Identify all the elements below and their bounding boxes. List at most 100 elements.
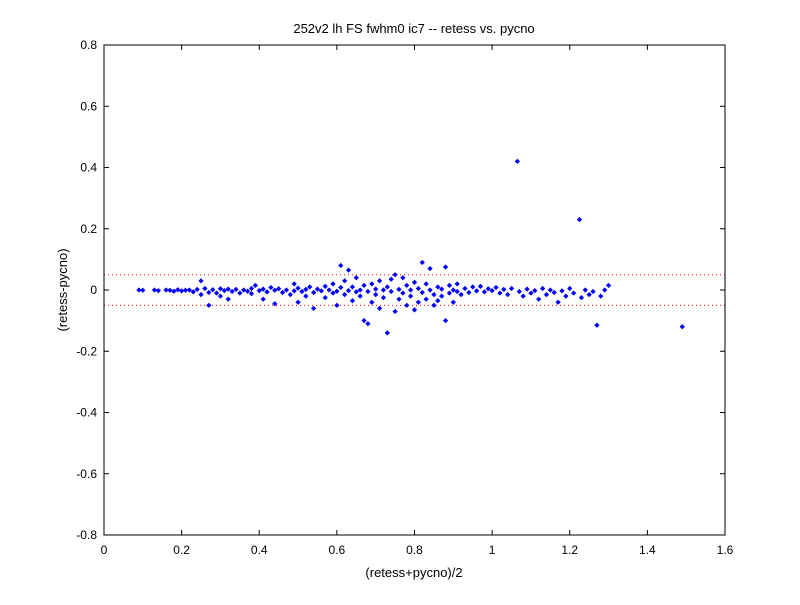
data-point xyxy=(326,287,332,293)
x-tick-label: 1.2 xyxy=(561,543,578,557)
data-point xyxy=(342,291,348,298)
data-point xyxy=(225,296,231,302)
x-tick-label: 1.4 xyxy=(639,543,656,557)
data-point xyxy=(493,284,499,291)
data-point xyxy=(563,293,569,299)
data-point xyxy=(571,290,577,296)
data-point xyxy=(497,290,503,296)
data-point xyxy=(415,299,422,305)
y-tick-label: -0.8 xyxy=(76,528,97,542)
y-axis-ticks: -0.8 -0.6 -0.4 -0.2 0 0.2 0.4 0.6 0.8 xyxy=(76,38,725,542)
chart-title: 252v2 lh FS fwhm0 ic7 -- retess vs. pycn… xyxy=(293,21,534,36)
x-tick-label: 1 xyxy=(489,543,496,557)
data-point xyxy=(210,287,216,293)
data-point xyxy=(190,289,196,295)
data-point xyxy=(605,282,612,289)
x-tick-label: 0.2 xyxy=(173,543,190,557)
data-point xyxy=(466,289,472,296)
data-point xyxy=(244,288,251,294)
data-point xyxy=(514,158,520,164)
x-tick-label: 1.6 xyxy=(717,543,734,557)
data-point xyxy=(543,291,550,298)
data-point xyxy=(400,290,406,296)
data-point xyxy=(295,285,301,291)
data-point xyxy=(334,288,340,294)
data-point xyxy=(206,289,212,296)
data-point xyxy=(345,267,352,273)
data-point xyxy=(155,287,161,294)
data-point xyxy=(442,264,449,270)
data-point xyxy=(338,284,344,291)
data-point xyxy=(567,285,573,292)
x-tick-label: 0.6 xyxy=(329,543,346,557)
data-point xyxy=(175,287,181,293)
data-point xyxy=(365,288,371,295)
data-point xyxy=(206,302,212,308)
data-point xyxy=(578,295,585,301)
data-point xyxy=(357,293,363,299)
data-point xyxy=(357,287,363,293)
data-point xyxy=(167,287,173,293)
data-point xyxy=(365,321,371,327)
data-point xyxy=(241,287,247,293)
data-point xyxy=(217,293,224,299)
data-point xyxy=(485,286,491,292)
data-point xyxy=(419,259,425,266)
data-point xyxy=(388,288,394,295)
data-point xyxy=(396,296,402,302)
data-point xyxy=(547,287,553,293)
data-point xyxy=(415,285,422,292)
data-point xyxy=(376,305,383,311)
data-point xyxy=(295,299,301,305)
y-tick-label: 0.6 xyxy=(80,99,97,113)
data-point xyxy=(411,307,418,313)
data-point xyxy=(361,318,367,324)
data-point xyxy=(318,288,324,294)
data-point xyxy=(559,288,565,294)
y-tick-label: 0.4 xyxy=(80,161,97,175)
y-tick-label: -0.6 xyxy=(76,467,97,481)
data-point xyxy=(299,288,305,295)
data-point xyxy=(322,295,328,301)
data-point xyxy=(435,298,441,304)
data-point xyxy=(182,287,189,293)
data-point xyxy=(264,289,270,295)
data-point xyxy=(450,287,456,293)
data-point xyxy=(353,275,359,281)
data-point xyxy=(198,278,204,284)
data-point xyxy=(268,284,274,291)
data-point xyxy=(594,322,600,328)
data-point xyxy=(272,301,278,307)
data-point xyxy=(473,288,480,294)
data-point xyxy=(407,287,414,293)
data-point xyxy=(303,286,309,293)
data-point xyxy=(411,279,418,285)
data-point xyxy=(248,291,255,297)
y-tick-label: 0.8 xyxy=(80,38,97,52)
data-point xyxy=(396,286,402,293)
data-point xyxy=(524,286,530,292)
data-point xyxy=(342,278,348,284)
data-point xyxy=(392,308,398,315)
data-point xyxy=(186,287,193,293)
data-point xyxy=(431,302,437,308)
data-points xyxy=(136,158,685,336)
data-point xyxy=(248,285,255,292)
data-point xyxy=(400,275,406,281)
data-point xyxy=(221,287,227,294)
data-point xyxy=(427,287,433,293)
data-point xyxy=(163,287,169,293)
data-point xyxy=(454,281,460,287)
data-point xyxy=(392,272,398,278)
data-point xyxy=(307,284,313,290)
data-point xyxy=(373,286,379,292)
data-point xyxy=(481,289,487,295)
data-point xyxy=(380,287,387,293)
data-point xyxy=(217,286,224,292)
data-point xyxy=(260,296,266,302)
data-point xyxy=(303,293,309,299)
data-point xyxy=(151,287,158,293)
data-point xyxy=(310,305,317,311)
